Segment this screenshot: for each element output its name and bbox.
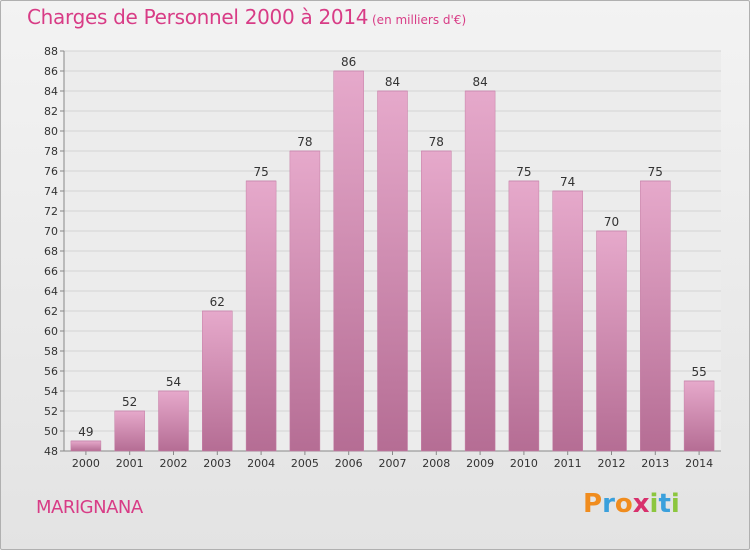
- y-tick-label: 60: [44, 325, 58, 338]
- bar-2001: [114, 410, 145, 452]
- x-tick-label-2006: 2006: [335, 457, 363, 470]
- logo-letter: x: [632, 489, 650, 519]
- y-tick-label: 64: [44, 285, 58, 298]
- logo-letter: i: [670, 489, 680, 519]
- y-tick-label: 78: [44, 145, 58, 158]
- bar-2003: [202, 310, 233, 452]
- x-tick-label-2010: 2010: [510, 457, 538, 470]
- x-tick-label-2005: 2005: [291, 457, 319, 470]
- x-tick-label-2013: 2013: [641, 457, 669, 470]
- bar-2005: [289, 150, 321, 452]
- value-label-2008: 78: [429, 135, 444, 149]
- y-tick-label: 84: [44, 85, 58, 98]
- y-tick-label: 70: [44, 225, 58, 238]
- x-tick-label-2011: 2011: [554, 457, 582, 470]
- x-tick-label-2003: 2003: [203, 457, 231, 470]
- bars: [70, 70, 715, 452]
- bar-2002: [158, 390, 189, 452]
- value-label-2009: 84: [472, 75, 487, 89]
- proxiti-logo: Proxiti: [583, 489, 680, 519]
- x-tick-label-2008: 2008: [422, 457, 450, 470]
- value-label-2014: 55: [691, 365, 706, 379]
- bar-2006: [333, 70, 364, 452]
- value-label-2005: 78: [297, 135, 312, 149]
- value-label-2006: 86: [341, 55, 356, 69]
- x-tick-label-2007: 2007: [379, 457, 407, 470]
- value-label-2000: 49: [78, 425, 93, 439]
- bar-2011: [552, 190, 583, 452]
- logo-letter: i: [649, 489, 659, 519]
- y-tick-label: 66: [44, 265, 58, 278]
- y-tick-label: 76: [44, 165, 58, 178]
- value-label-2011: 74: [560, 175, 575, 189]
- value-label-2010: 75: [516, 165, 531, 179]
- logo-letter: P: [583, 489, 603, 519]
- value-label-2007: 84: [385, 75, 400, 89]
- y-tick-label: 54: [44, 385, 58, 398]
- y-tick-label: 88: [44, 45, 58, 58]
- chart-title: Charges de Personnel 2000 à 2014: [27, 5, 369, 29]
- bar-2004: [245, 180, 277, 452]
- y-tick-label: 50: [44, 425, 58, 438]
- value-label-2003: 62: [210, 295, 225, 309]
- y-tick-label: 58: [44, 345, 58, 358]
- y-tick-label: 56: [44, 365, 58, 378]
- x-tick-label-2001: 2001: [116, 457, 144, 470]
- y-tick-label: 82: [44, 105, 58, 118]
- chart-subtitle: (en milliers d'€): [372, 13, 467, 27]
- value-label-2004: 75: [253, 165, 268, 179]
- x-tick-label-2009: 2009: [466, 457, 494, 470]
- x-tick-label-2014: 2014: [685, 457, 713, 470]
- bar-2007: [377, 90, 408, 452]
- commune-name: MARIGNANA: [36, 497, 143, 518]
- bar-2012: [596, 230, 627, 452]
- value-label-2001: 52: [122, 395, 137, 409]
- y-tick-label: 52: [44, 405, 58, 418]
- value-label-2002: 54: [166, 375, 181, 389]
- value-label-2012: 70: [604, 215, 619, 229]
- x-tick-label-2004: 2004: [247, 457, 275, 470]
- axes: 48 50 52 54 56 58 60 62 64 66 68 70 72 74 76 78 80 82 84 86…: [44, 45, 721, 470]
- y-tick-label: 86: [44, 65, 58, 78]
- bar-2014: [683, 380, 715, 452]
- bar-2010: [508, 180, 540, 452]
- logo-letter: t: [658, 489, 671, 519]
- logo-letter: o: [614, 489, 633, 519]
- y-tick-label: 72: [44, 205, 58, 218]
- y-tick-label: 62: [44, 305, 58, 318]
- y-tick-label: 80: [44, 125, 58, 138]
- x-tick-label-2000: 2000: [72, 457, 100, 470]
- bar-2008: [421, 150, 452, 452]
- x-tick-label-2012: 2012: [598, 457, 626, 470]
- labels: 49 52 54 62 75 78 86 84 78 84 75 74 70 75 55: [78, 55, 706, 439]
- y-tick-label: 48: [44, 445, 58, 458]
- x-tick-label-2002: 2002: [160, 457, 188, 470]
- logo-letter: r: [602, 489, 615, 519]
- y-tick-label: 74: [44, 185, 58, 198]
- value-label-2013: 75: [648, 165, 663, 179]
- bar-2013: [640, 180, 671, 452]
- y-tick-label: 68: [44, 245, 58, 258]
- bar-2009: [464, 90, 496, 452]
- bar-2000: [70, 440, 102, 452]
